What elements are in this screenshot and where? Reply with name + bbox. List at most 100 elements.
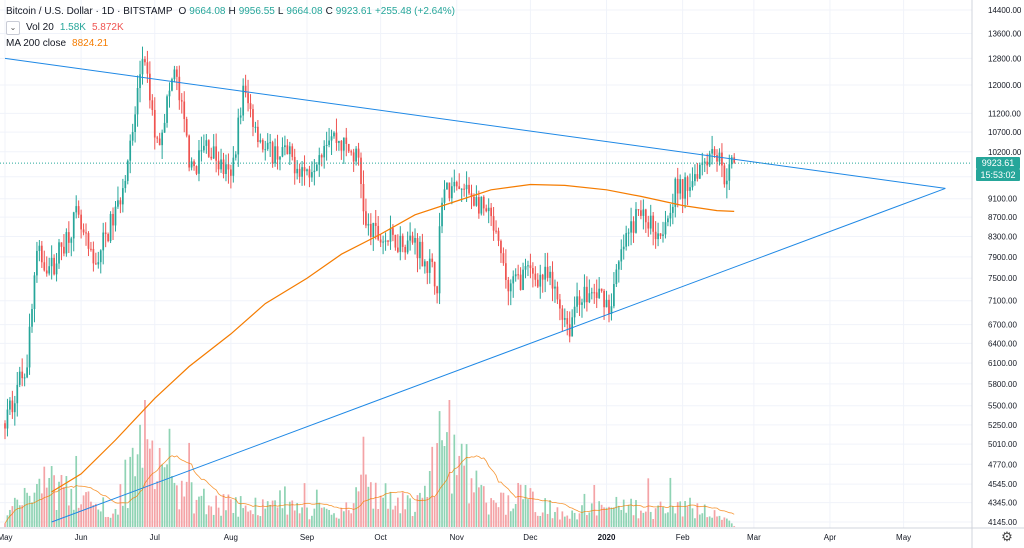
volume-bar	[583, 493, 586, 527]
candle-body	[654, 231, 657, 240]
x-tick-label: Aug	[224, 533, 238, 542]
candle-body	[173, 69, 176, 80]
volume-bar	[249, 510, 252, 527]
symbol-title[interactable]: Bitcoin / U.S. Dollar · 1D · BITSTAMP	[6, 6, 173, 17]
volume-bar	[406, 495, 409, 527]
candle-body	[573, 306, 576, 318]
volume-bar	[372, 508, 375, 527]
volume-label[interactable]: Vol 20	[26, 22, 54, 33]
volume-bar	[573, 512, 576, 527]
volume-bar	[620, 509, 623, 527]
volume-bar	[679, 501, 682, 527]
candle-body	[468, 184, 470, 194]
candle-body	[151, 100, 154, 110]
volume-bar	[502, 492, 505, 527]
volume-bar	[490, 498, 492, 527]
volume-bar	[603, 507, 605, 527]
candle-body	[730, 157, 733, 165]
candle-body	[281, 147, 284, 157]
volume-bar	[664, 513, 667, 527]
volume-bar	[374, 482, 377, 527]
candle-body	[171, 79, 173, 91]
ma200-line	[51, 183, 735, 493]
candle-body	[586, 286, 588, 303]
volume-bar	[311, 515, 313, 527]
gear-icon[interactable]: ⚙	[1001, 529, 1013, 544]
candle-body	[141, 59, 144, 75]
candle-body	[252, 109, 254, 127]
volume-bar	[640, 510, 642, 527]
ma-label[interactable]: MA 200 close	[6, 38, 67, 49]
volume-bar	[426, 497, 429, 527]
candle-body	[234, 154, 237, 158]
candle-body	[45, 270, 48, 274]
volume-bar	[622, 499, 625, 527]
volume-bar	[701, 513, 704, 527]
volume-bar	[539, 515, 542, 527]
volume-bar	[716, 516, 718, 527]
candle-body	[296, 168, 299, 174]
candle-body	[593, 292, 596, 294]
volume-bar	[509, 511, 512, 527]
candle-body	[367, 223, 370, 226]
candle-body	[674, 178, 677, 207]
candle-body	[92, 248, 95, 264]
volume-bar	[146, 439, 149, 527]
volume-bar	[473, 492, 475, 527]
candle-body	[428, 258, 431, 273]
candle-body	[698, 164, 701, 179]
volume-bar	[694, 518, 696, 527]
ma-row: MA 200 close 8824.21	[6, 36, 455, 52]
ma-value: 8824.21	[72, 38, 109, 49]
volume-bar	[357, 491, 360, 527]
volume-bar	[217, 507, 220, 527]
volume-bar	[80, 504, 82, 527]
volume-bar	[590, 503, 593, 527]
candle-body	[266, 142, 269, 150]
volume-bar	[478, 487, 480, 527]
trendline[interactable]	[4, 57, 946, 189]
volume-bar	[53, 475, 55, 527]
candle-body	[399, 235, 402, 252]
candle-body	[497, 230, 500, 241]
volume-bar	[210, 506, 213, 527]
volume-bar	[708, 516, 711, 527]
volume-bar	[269, 504, 272, 527]
candle-body	[21, 371, 24, 379]
candle-body	[85, 232, 87, 234]
candle-body	[82, 229, 85, 233]
volume-bar	[58, 481, 60, 527]
volume-bar	[112, 513, 114, 527]
y-tick-label: 9100.00	[988, 195, 1017, 204]
volume-bar	[563, 516, 566, 527]
volume-bar	[500, 492, 502, 527]
volume-bar	[306, 507, 308, 527]
candle-body	[257, 126, 259, 142]
candle-body	[465, 184, 468, 190]
volume-bar	[605, 507, 608, 527]
candle-body	[222, 159, 225, 175]
volume-bar	[433, 496, 436, 527]
volume-bar	[536, 515, 539, 527]
volume-bar	[286, 514, 289, 527]
candle-body	[387, 240, 389, 242]
candle-body	[36, 250, 38, 276]
volume-bar	[421, 497, 424, 527]
collapse-indicators-button[interactable]: ⌄	[6, 21, 20, 35]
low-key: L	[277, 6, 284, 17]
candle-body	[149, 73, 151, 101]
candle-body	[409, 235, 411, 241]
y-tick-label: 11200.00	[988, 109, 1021, 118]
x-tick-label: 2020	[598, 533, 616, 542]
candle-body	[259, 140, 262, 142]
candle-body	[389, 228, 392, 242]
trendline[interactable]	[51, 187, 946, 523]
candle-body	[249, 103, 252, 110]
volume-bar	[379, 495, 382, 527]
volume-bar	[576, 519, 578, 527]
volume-bar	[394, 505, 397, 527]
volume-bar	[595, 515, 598, 527]
volume-bar	[691, 508, 694, 527]
